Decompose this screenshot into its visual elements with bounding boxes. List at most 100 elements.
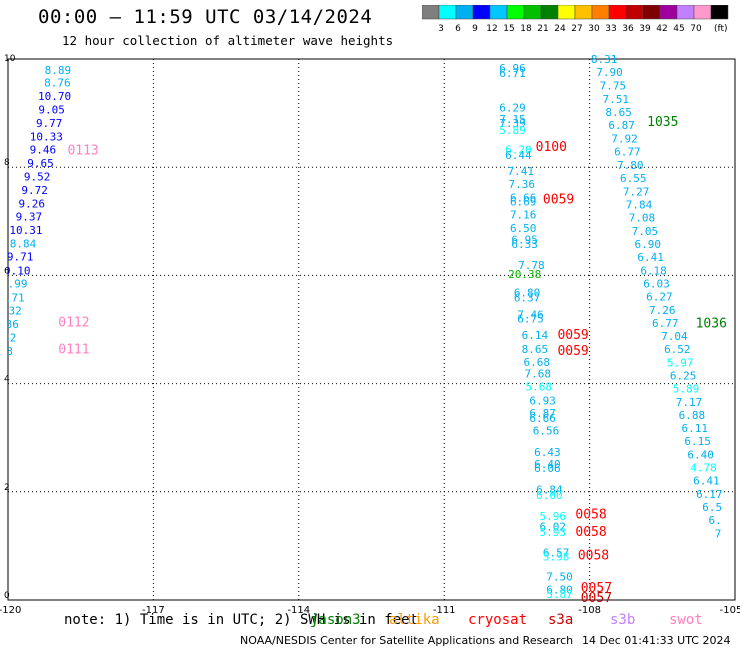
y-tick-label: 10 bbox=[4, 54, 16, 64]
chart-title: 00:00 – 11:59 UTC 03/14/2024 bbox=[38, 6, 373, 28]
wave-height-label: 5.89 bbox=[673, 382, 700, 395]
colorbar-tick-label: 9 bbox=[472, 24, 478, 34]
pass-time-label: 0057 bbox=[581, 591, 612, 606]
colorbar-tick-label: 45 bbox=[673, 24, 684, 34]
pass-time-label: 0112 bbox=[58, 315, 89, 330]
wave-height-label: 6.66 bbox=[529, 412, 556, 425]
y-tick-label: 8 bbox=[4, 158, 10, 168]
wave-height-label: 6.40 bbox=[534, 458, 561, 471]
wave-height-label: 9.52 bbox=[24, 170, 51, 183]
wave-height-label: 6.77 bbox=[614, 146, 641, 159]
wave-height-label: 9.37 bbox=[16, 210, 43, 223]
wave-height-label: 7.80 bbox=[617, 159, 644, 172]
wave-height-label: 9.77 bbox=[36, 117, 63, 130]
colorbar-tick-label: 15 bbox=[503, 24, 514, 34]
wave-height-label: 6.87 bbox=[608, 119, 635, 132]
wave-height-label: 6.00 bbox=[536, 489, 563, 502]
pass-time-label: 0059 bbox=[557, 344, 588, 359]
wave-height-label: 7 bbox=[715, 527, 722, 540]
x-tick-label: -114 bbox=[287, 605, 310, 616]
wave-height-label: 6.5 bbox=[702, 501, 722, 514]
wave-height-label: 8.42 bbox=[0, 332, 16, 345]
wave-height-label: 7.68 bbox=[524, 367, 551, 380]
wave-height-label: 20.38 bbox=[508, 268, 541, 281]
wave-height-label: 8.31 bbox=[591, 53, 618, 66]
colorbar-tick-label: 27 bbox=[571, 24, 582, 34]
wave-height-label: 7.90 bbox=[596, 66, 623, 79]
wave-height-label: 8.65 bbox=[522, 343, 549, 356]
wave-height-label: 6.55 bbox=[620, 172, 647, 185]
wave-height-label: 9.26 bbox=[18, 197, 45, 210]
wave-height-label: 6.77 bbox=[652, 317, 679, 330]
wave-height-label: 7.26 bbox=[649, 304, 676, 317]
y-tick-label: 4 bbox=[4, 375, 10, 385]
colorbar-tick-label: 30 bbox=[588, 24, 600, 34]
wave-height-label: 6.57 bbox=[543, 546, 570, 559]
plot-frame bbox=[7, 58, 736, 601]
wave-height-label: 7.08 bbox=[629, 212, 656, 225]
legend-item-altika: altika bbox=[389, 612, 440, 628]
footer-credit: NOAA/NESDIS Center for Satellite Applica… bbox=[240, 634, 574, 647]
colorbar-tick-label: 18 bbox=[520, 24, 532, 34]
pass-time-label: 0057 bbox=[581, 581, 612, 596]
legend-item-swot: swot bbox=[669, 612, 703, 628]
wave-height-label: 6.88 bbox=[679, 409, 706, 422]
wave-height-label: 8.76 bbox=[44, 76, 71, 89]
footer-timestamp: 14 Dec 01:41:33 UTC 2024 bbox=[582, 634, 731, 647]
pass-time-label: 0059 bbox=[557, 328, 588, 343]
observation-labels: 8.898.7610.709.059.7710.339.469.659.529.… bbox=[0, 53, 727, 606]
wave-height-label: 6.84 bbox=[536, 484, 563, 497]
x-tick-label: -120 bbox=[0, 605, 21, 616]
wave-height-label: 6.56 bbox=[533, 425, 560, 438]
pass-time-label: 0059 bbox=[543, 193, 574, 208]
x-tick-label: -105 bbox=[720, 605, 740, 616]
wave-height-label: 6.25 bbox=[670, 369, 697, 382]
wave-height-label: 7.05 bbox=[632, 225, 659, 238]
wave-height-label: 9.71 bbox=[7, 250, 34, 263]
wave-height-label: 6.52 bbox=[664, 343, 691, 356]
legend-item-s3a: s3a bbox=[548, 612, 574, 628]
wave-height-label: 6.41 bbox=[637, 251, 664, 264]
wave-height-label: 9.72 bbox=[21, 184, 48, 197]
wave-height-label: 5.98 bbox=[543, 551, 570, 564]
wave-height-label: 6.68 bbox=[524, 356, 551, 369]
colorbar-tick-label: 36 bbox=[622, 24, 634, 34]
wave-height-label: 10.70 bbox=[38, 90, 71, 103]
wave-height-label: 6.20 bbox=[505, 143, 532, 156]
x-tick-label: -111 bbox=[433, 605, 456, 616]
wave-height-label: 9.10 bbox=[4, 265, 31, 278]
wave-height-label: 6.50 bbox=[510, 222, 537, 235]
wave-height-label: 6.44 bbox=[505, 149, 532, 162]
wave-height-label: 6.69 bbox=[510, 195, 537, 208]
wave-height-label: 9.05 bbox=[38, 103, 65, 116]
wave-height-label: 6.06 bbox=[534, 462, 561, 475]
wave-height-label: 7.36 bbox=[508, 178, 535, 191]
wave-height-label: 7.41 bbox=[508, 165, 535, 178]
wave-height-label: 6.02 bbox=[540, 520, 567, 533]
wave-height-label: 6.40 bbox=[687, 448, 714, 461]
wave-height-label: 4.78 bbox=[690, 461, 717, 474]
legend-item-s3b: s3b bbox=[610, 612, 636, 628]
wave-height-label: 5.68 bbox=[525, 380, 552, 393]
wave-height-label: 6.18 bbox=[640, 265, 667, 278]
wave-height-label: 7.15 bbox=[499, 113, 526, 126]
wave-height-label: 6.37 bbox=[514, 292, 541, 305]
pass-time-label: 0058 bbox=[575, 508, 606, 523]
wave-height-label: 6.80 bbox=[514, 287, 541, 300]
wave-height-label: 6.93 bbox=[529, 394, 556, 407]
chart-subtitle: 12 hour collection of altimeter wave hei… bbox=[62, 33, 394, 48]
pass-time-label: 0058 bbox=[575, 525, 606, 540]
wave-height-label: 7.04 bbox=[661, 330, 688, 343]
wave-height-label: 6.90 bbox=[635, 238, 662, 251]
wave-height-label: 6.17 bbox=[696, 488, 723, 501]
wave-height-label: 7.46 bbox=[517, 308, 544, 321]
wave-height-label: 6.29 bbox=[499, 102, 526, 115]
wave-height-label: 10.33 bbox=[30, 130, 63, 143]
legend-item-cryosat: cryosat bbox=[468, 612, 528, 628]
wave-height-label: 8.99 bbox=[1, 278, 28, 291]
wave-height-label: 7.17 bbox=[676, 396, 703, 409]
wave-height-label: 7.92 bbox=[611, 133, 638, 146]
wave-height-label: 7.84 bbox=[626, 199, 653, 212]
wave-height-label: 7.27 bbox=[623, 186, 650, 199]
